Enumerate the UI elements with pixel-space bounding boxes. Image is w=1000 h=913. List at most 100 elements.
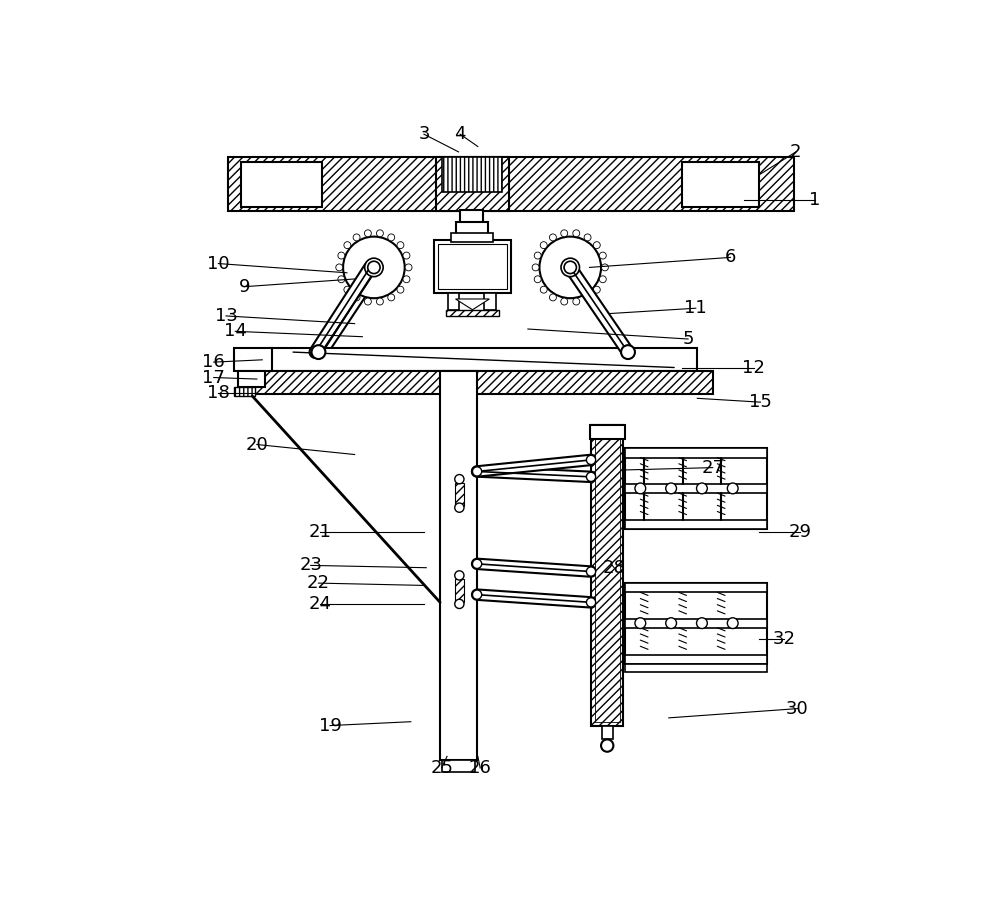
Text: 14: 14 bbox=[224, 322, 247, 341]
Text: 21: 21 bbox=[309, 522, 331, 540]
Circle shape bbox=[403, 276, 410, 283]
Bar bbox=[436, 157, 509, 211]
Circle shape bbox=[534, 276, 541, 283]
Text: 10: 10 bbox=[207, 255, 230, 273]
Bar bbox=[255, 372, 713, 394]
Circle shape bbox=[586, 598, 596, 607]
Bar bbox=[238, 372, 265, 387]
Text: 6: 6 bbox=[725, 248, 736, 267]
Circle shape bbox=[353, 294, 360, 301]
Bar bbox=[625, 664, 767, 672]
Circle shape bbox=[376, 298, 383, 305]
Circle shape bbox=[601, 740, 613, 751]
Bar bbox=[625, 484, 767, 493]
Bar bbox=[448, 293, 459, 310]
Text: 29: 29 bbox=[788, 522, 811, 540]
Circle shape bbox=[586, 567, 596, 576]
Circle shape bbox=[593, 286, 600, 293]
Circle shape bbox=[727, 483, 738, 494]
Bar bbox=[456, 222, 488, 235]
Circle shape bbox=[599, 252, 606, 259]
Circle shape bbox=[586, 456, 596, 465]
Text: 27: 27 bbox=[701, 458, 724, 477]
Text: 12: 12 bbox=[742, 359, 765, 376]
Text: 22: 22 bbox=[307, 574, 330, 593]
Circle shape bbox=[397, 286, 404, 293]
Circle shape bbox=[343, 236, 405, 299]
Bar bbox=[451, 233, 493, 242]
Circle shape bbox=[336, 264, 343, 271]
Bar bbox=[595, 429, 620, 721]
Circle shape bbox=[344, 286, 351, 293]
Bar bbox=[625, 520, 767, 530]
Circle shape bbox=[549, 294, 556, 301]
Circle shape bbox=[593, 242, 600, 248]
Circle shape bbox=[388, 294, 395, 301]
Text: 11: 11 bbox=[684, 299, 707, 317]
Bar bbox=[625, 618, 767, 628]
Text: 17: 17 bbox=[202, 369, 225, 386]
Circle shape bbox=[397, 242, 404, 248]
Circle shape bbox=[561, 258, 579, 277]
Circle shape bbox=[601, 264, 608, 271]
Bar bbox=[460, 210, 483, 224]
Bar bbox=[625, 448, 767, 530]
Circle shape bbox=[549, 234, 556, 241]
Circle shape bbox=[455, 475, 464, 484]
Text: 4: 4 bbox=[454, 125, 466, 143]
Circle shape bbox=[697, 618, 707, 628]
Circle shape bbox=[338, 252, 345, 259]
Text: 2: 2 bbox=[790, 143, 802, 161]
Bar bbox=[241, 162, 322, 206]
Text: 13: 13 bbox=[215, 307, 237, 325]
Text: 19: 19 bbox=[319, 717, 341, 735]
Circle shape bbox=[364, 230, 371, 236]
Circle shape bbox=[540, 242, 547, 248]
Bar bbox=[625, 655, 767, 664]
Circle shape bbox=[388, 234, 395, 241]
Circle shape bbox=[561, 298, 568, 305]
Circle shape bbox=[403, 252, 410, 259]
Text: 9: 9 bbox=[239, 278, 250, 296]
Bar bbox=[440, 372, 477, 761]
Circle shape bbox=[338, 276, 345, 283]
Circle shape bbox=[666, 483, 677, 494]
Circle shape bbox=[364, 298, 371, 305]
Circle shape bbox=[584, 234, 591, 241]
Circle shape bbox=[368, 261, 380, 274]
Circle shape bbox=[455, 571, 464, 580]
Circle shape bbox=[472, 590, 482, 599]
Bar bbox=[438, 245, 507, 289]
Text: 23: 23 bbox=[299, 556, 322, 574]
Circle shape bbox=[344, 242, 351, 248]
Bar bbox=[602, 726, 613, 740]
Circle shape bbox=[312, 345, 325, 359]
Bar bbox=[434, 240, 511, 293]
Bar bbox=[625, 583, 767, 664]
Circle shape bbox=[564, 261, 576, 274]
Circle shape bbox=[561, 230, 568, 236]
Text: 30: 30 bbox=[786, 699, 809, 718]
Circle shape bbox=[376, 230, 383, 236]
Circle shape bbox=[635, 618, 646, 628]
Bar bbox=[625, 583, 767, 593]
Circle shape bbox=[599, 276, 606, 283]
Circle shape bbox=[573, 298, 580, 305]
Text: 28: 28 bbox=[603, 559, 626, 577]
Text: 18: 18 bbox=[207, 384, 230, 402]
Circle shape bbox=[455, 599, 464, 609]
Circle shape bbox=[405, 264, 412, 271]
Text: 26: 26 bbox=[469, 759, 492, 777]
Text: 3: 3 bbox=[418, 125, 430, 143]
Bar bbox=[590, 425, 625, 439]
Circle shape bbox=[727, 618, 738, 628]
Text: 15: 15 bbox=[749, 394, 772, 411]
Text: 25: 25 bbox=[430, 759, 453, 777]
Circle shape bbox=[586, 472, 596, 481]
Bar bbox=[228, 157, 794, 211]
Polygon shape bbox=[456, 299, 489, 310]
Circle shape bbox=[455, 503, 464, 512]
Text: 16: 16 bbox=[202, 353, 225, 371]
Text: 32: 32 bbox=[773, 630, 796, 648]
Text: 24: 24 bbox=[308, 595, 332, 613]
